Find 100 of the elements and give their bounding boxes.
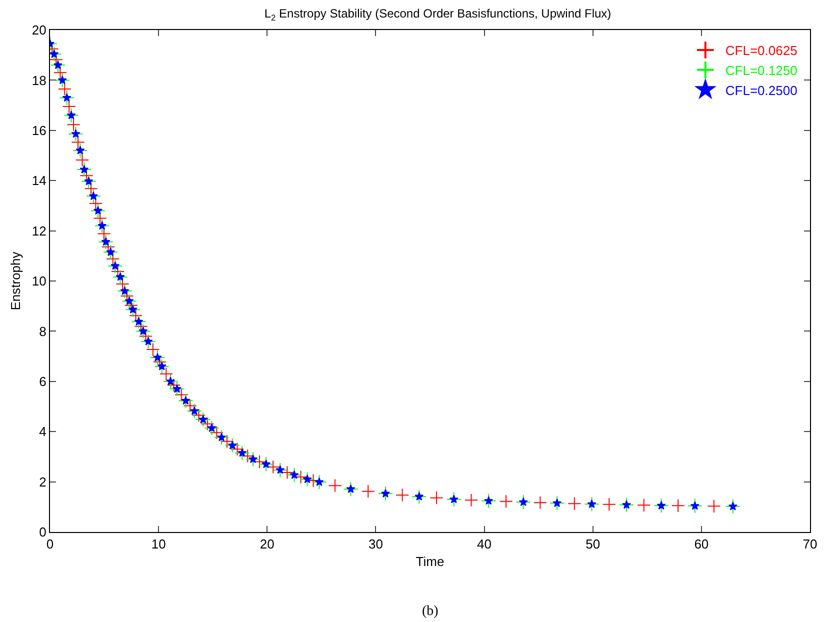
point bbox=[103, 244, 118, 260]
point bbox=[300, 472, 315, 487]
point bbox=[328, 478, 342, 492]
point bbox=[533, 496, 547, 510]
point bbox=[174, 388, 188, 402]
point bbox=[728, 502, 738, 510]
point bbox=[97, 227, 111, 241]
point bbox=[378, 486, 393, 502]
point bbox=[124, 296, 134, 305]
point bbox=[128, 304, 138, 314]
point bbox=[414, 492, 424, 501]
point bbox=[286, 468, 302, 483]
text: (b) bbox=[422, 604, 439, 619]
point bbox=[50, 58, 66, 73]
point bbox=[481, 493, 496, 508]
point bbox=[144, 336, 153, 346]
point bbox=[240, 449, 254, 463]
legend-label: CFL=0.1250 bbox=[725, 62, 798, 78]
point bbox=[671, 498, 685, 512]
point bbox=[117, 284, 132, 299]
point bbox=[90, 203, 106, 218]
point bbox=[153, 352, 162, 362]
point bbox=[280, 466, 294, 480]
point bbox=[157, 362, 166, 370]
point bbox=[343, 482, 358, 497]
point bbox=[98, 221, 107, 230]
point bbox=[252, 454, 266, 469]
point bbox=[707, 499, 721, 513]
point bbox=[412, 489, 427, 504]
point bbox=[120, 286, 130, 295]
point bbox=[76, 146, 85, 154]
x-tick-label: 10 bbox=[151, 536, 166, 552]
point bbox=[84, 182, 98, 196]
point bbox=[116, 277, 130, 291]
point bbox=[66, 110, 76, 120]
point bbox=[246, 452, 261, 467]
point bbox=[200, 417, 214, 431]
point bbox=[518, 497, 528, 506]
point bbox=[131, 314, 146, 330]
point bbox=[152, 355, 166, 369]
point bbox=[66, 118, 80, 132]
x-tick-label: 30 bbox=[368, 536, 383, 552]
point bbox=[134, 316, 144, 326]
point bbox=[110, 261, 120, 270]
point bbox=[690, 501, 700, 510]
y-tick-label: 18 bbox=[32, 72, 46, 88]
legend-label: CFL=0.2500 bbox=[725, 82, 798, 98]
point bbox=[166, 376, 175, 386]
x-axis-title: Time bbox=[416, 554, 444, 570]
point bbox=[178, 393, 194, 408]
point bbox=[258, 456, 274, 472]
point bbox=[172, 384, 182, 393]
point bbox=[122, 294, 137, 309]
point bbox=[140, 334, 156, 349]
point bbox=[687, 498, 702, 514]
point bbox=[58, 76, 67, 84]
y-tick-label: 2 bbox=[39, 474, 46, 490]
point bbox=[228, 440, 237, 450]
y-tick-label: 6 bbox=[39, 374, 46, 389]
point bbox=[54, 72, 70, 88]
point bbox=[62, 93, 72, 102]
point bbox=[53, 60, 62, 70]
point bbox=[150, 350, 165, 366]
point bbox=[276, 465, 285, 474]
point bbox=[230, 442, 244, 456]
point bbox=[76, 162, 92, 178]
point bbox=[125, 302, 140, 318]
point bbox=[71, 129, 80, 138]
point bbox=[238, 448, 247, 457]
y-tick-label: 14 bbox=[32, 173, 46, 188]
x-tick-label: 50 bbox=[586, 536, 600, 552]
point bbox=[207, 423, 216, 432]
point bbox=[484, 496, 494, 505]
point bbox=[93, 211, 107, 226]
y-tick-label: 12 bbox=[32, 223, 46, 238]
point bbox=[88, 196, 103, 210]
point bbox=[106, 252, 120, 266]
point bbox=[192, 408, 206, 422]
point bbox=[86, 188, 101, 204]
point bbox=[88, 191, 98, 200]
y-tick-label: 8 bbox=[39, 324, 46, 339]
x-tick-label: 20 bbox=[260, 536, 274, 552]
point bbox=[449, 494, 458, 504]
point bbox=[84, 176, 94, 186]
point bbox=[146, 342, 160, 356]
point bbox=[198, 414, 208, 424]
point bbox=[50, 49, 59, 58]
y-axis-title: Enstrophy bbox=[8, 251, 23, 310]
point bbox=[272, 462, 288, 478]
point bbox=[62, 100, 76, 114]
point bbox=[622, 500, 631, 509]
point bbox=[568, 496, 582, 510]
point bbox=[587, 499, 596, 508]
point bbox=[116, 272, 125, 281]
point bbox=[248, 454, 258, 464]
point bbox=[72, 142, 88, 158]
point bbox=[302, 474, 312, 484]
point bbox=[602, 498, 616, 512]
point bbox=[584, 496, 600, 512]
y-tick-label: 20 bbox=[32, 22, 46, 38]
